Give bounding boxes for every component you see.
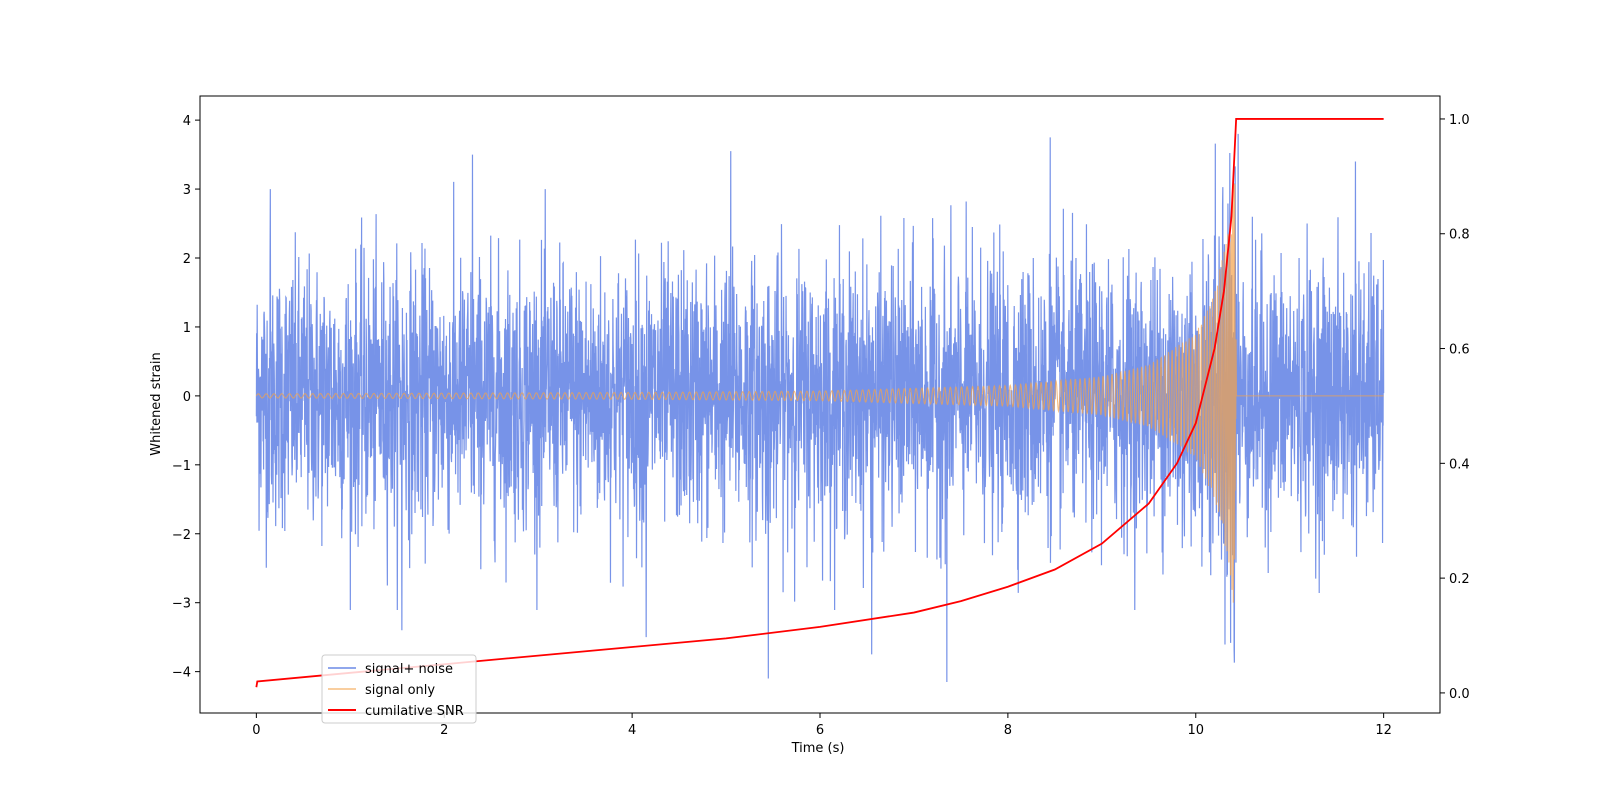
y-tick-label: 0 (183, 390, 191, 405)
x-tick-label: 8 (1004, 723, 1012, 738)
legend-label: signal+ noise (365, 662, 453, 677)
x-tick-label: 12 (1375, 723, 1392, 738)
legend-label: cumilative SNR (365, 704, 464, 719)
y-axis-label: Whitened strain (149, 352, 164, 455)
legend-box (321, 654, 477, 724)
plot-area (255, 118, 1385, 688)
y2-tick-label: 1.0 (1449, 113, 1470, 128)
legend-label: signal only (365, 683, 435, 698)
x-tick-label: 2 (440, 723, 448, 738)
y-tick-label: 3 (183, 183, 191, 198)
y2-tick-label: 0.8 (1449, 228, 1470, 243)
y-tick-label: −1 (172, 459, 191, 474)
series-signal-only-line (255, 183, 1384, 603)
legend: signal+ noise signal only cumilative SNR (321, 654, 477, 724)
x-tick-label: 10 (1187, 723, 1204, 738)
y2-tick-label: 0.2 (1449, 572, 1470, 587)
x-axis-label: Time (s) (791, 741, 845, 756)
y-tick-label: 4 (183, 114, 191, 129)
y2-tick-label: 0.0 (1449, 687, 1470, 702)
x-tick-label: 4 (628, 723, 636, 738)
y-tick-label: −2 (172, 528, 191, 543)
series-signal-noise-line (255, 133, 1385, 682)
x-tick-label: 6 (816, 723, 824, 738)
y2-tick-label: 0.4 (1449, 457, 1470, 472)
y-tick-label: 2 (183, 252, 191, 267)
x-tick-label: 0 (252, 723, 260, 738)
y2-tick-label: 0.6 (1449, 343, 1470, 358)
y-tick-label: −4 (172, 666, 191, 681)
y-tick-label: 1 (183, 321, 191, 336)
y-tick-label: −3 (172, 597, 191, 612)
